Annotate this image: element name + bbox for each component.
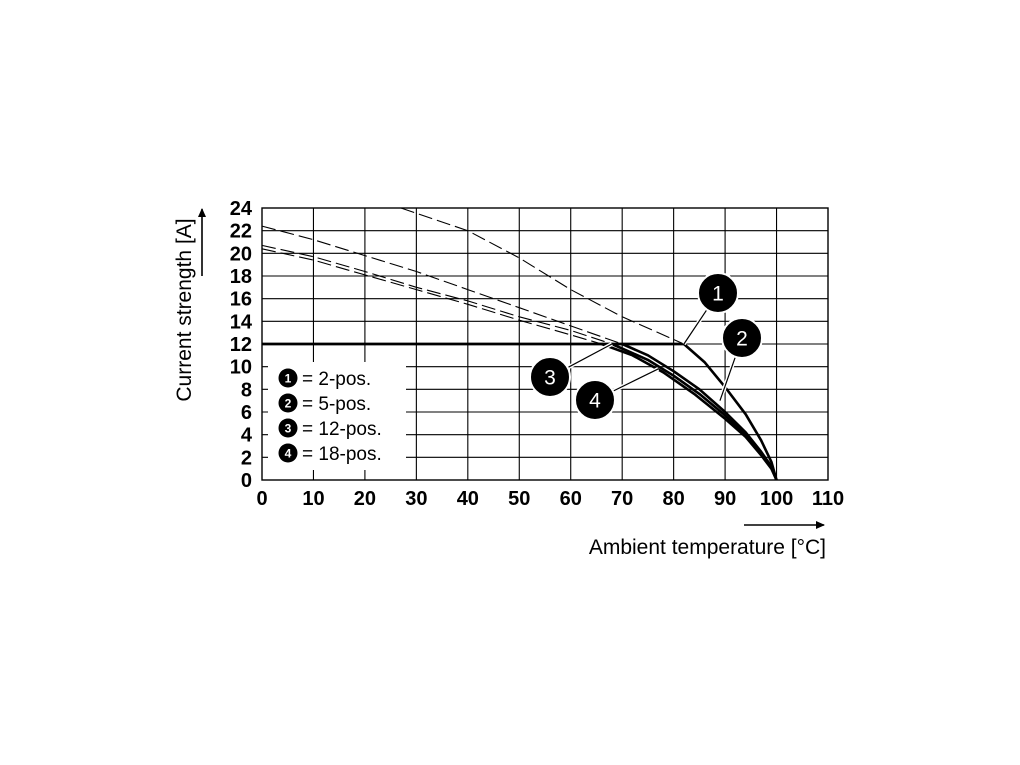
series-4-dashed-line bbox=[261, 248, 602, 345]
series-4-solid-line bbox=[601, 342, 778, 481]
x-tick-label: 0 bbox=[256, 488, 267, 510]
y-tick-label: 24 bbox=[230, 198, 253, 220]
y-tick-label: 20 bbox=[230, 243, 252, 265]
y-tick-label: 2 bbox=[241, 447, 252, 469]
y-tick-label: 4 bbox=[241, 425, 253, 447]
series-3-dashed-line bbox=[261, 244, 613, 345]
x-tick-label: 80 bbox=[663, 488, 685, 510]
legend-badge-3 bbox=[278, 418, 298, 438]
legend-badge-number: 3 bbox=[285, 422, 292, 436]
legend-badge-number: 4 bbox=[285, 447, 292, 461]
y-tick-label: 18 bbox=[230, 266, 252, 288]
callout-badge-number: 1 bbox=[712, 283, 724, 306]
y-tick-label: 16 bbox=[230, 289, 252, 311]
y-tick-label: 12 bbox=[230, 334, 252, 356]
x-tick-label: 70 bbox=[611, 488, 633, 510]
y-tick-label: 14 bbox=[230, 311, 253, 333]
x-axis-title: Ambient temperature [°C] bbox=[589, 536, 826, 559]
x-tick-label: 20 bbox=[354, 488, 376, 510]
x-tick-label: 90 bbox=[714, 488, 736, 510]
callout-badge-3 bbox=[529, 356, 571, 398]
callout-badge-number: 2 bbox=[736, 328, 748, 351]
x-tick-label: 100 bbox=[760, 488, 793, 510]
y-tick-label: 0 bbox=[241, 470, 252, 492]
y-tick-label: 10 bbox=[230, 357, 252, 379]
callout-leader-line bbox=[611, 368, 659, 393]
series-2-dashed-line bbox=[261, 225, 623, 345]
legend-badge-1 bbox=[278, 368, 298, 388]
callout-badge-2 bbox=[721, 317, 763, 359]
callout-leader-line bbox=[719, 355, 737, 401]
x-tick-label: 30 bbox=[405, 488, 427, 510]
x-tick-label: 110 bbox=[812, 488, 844, 510]
callout-badge-1 bbox=[697, 272, 739, 314]
x-tick-label: 10 bbox=[302, 488, 324, 510]
tick-labels: 0 10 20 30 40 50 60 70 80 90 100 110024681012141618… bbox=[230, 198, 844, 510]
legend-label: = 12-pos. bbox=[302, 419, 382, 440]
legend-label: = 2-pos. bbox=[302, 369, 371, 390]
legend-label: = 18-pos. bbox=[302, 444, 382, 465]
curves bbox=[261, 207, 778, 481]
y-tick-label: 6 bbox=[241, 402, 252, 424]
legend-label: = 5-pos. bbox=[302, 394, 371, 415]
callout-leader-line bbox=[566, 343, 613, 369]
callout-leader-line bbox=[683, 308, 708, 345]
series-1-dashed-line bbox=[400, 207, 685, 345]
legend: 1 = 2-pos. 2 = 5-pos. 3 = 12-pos. 4 = 18-pos. bbox=[268, 362, 406, 470]
callout-badge-number: 3 bbox=[544, 367, 556, 390]
x-tick-label: 60 bbox=[560, 488, 582, 510]
legend-badge-number: 2 bbox=[285, 397, 292, 411]
x-tick-label: 50 bbox=[508, 488, 530, 510]
y-axis-title: Current strength [A] bbox=[173, 218, 196, 401]
callouts: 12 3 4 bbox=[529, 272, 763, 421]
x-tick-label: 40 bbox=[457, 488, 479, 510]
legend-badge-2 bbox=[278, 393, 298, 413]
legend-badge-4 bbox=[278, 443, 298, 463]
legend-badge-number: 1 bbox=[285, 372, 292, 386]
callout-badge-4 bbox=[574, 379, 616, 421]
callout-badge-number: 4 bbox=[589, 390, 601, 413]
y-tick-label: 8 bbox=[241, 379, 252, 401]
y-tick-label: 22 bbox=[230, 221, 252, 243]
series-1-solid-line bbox=[683, 343, 778, 481]
